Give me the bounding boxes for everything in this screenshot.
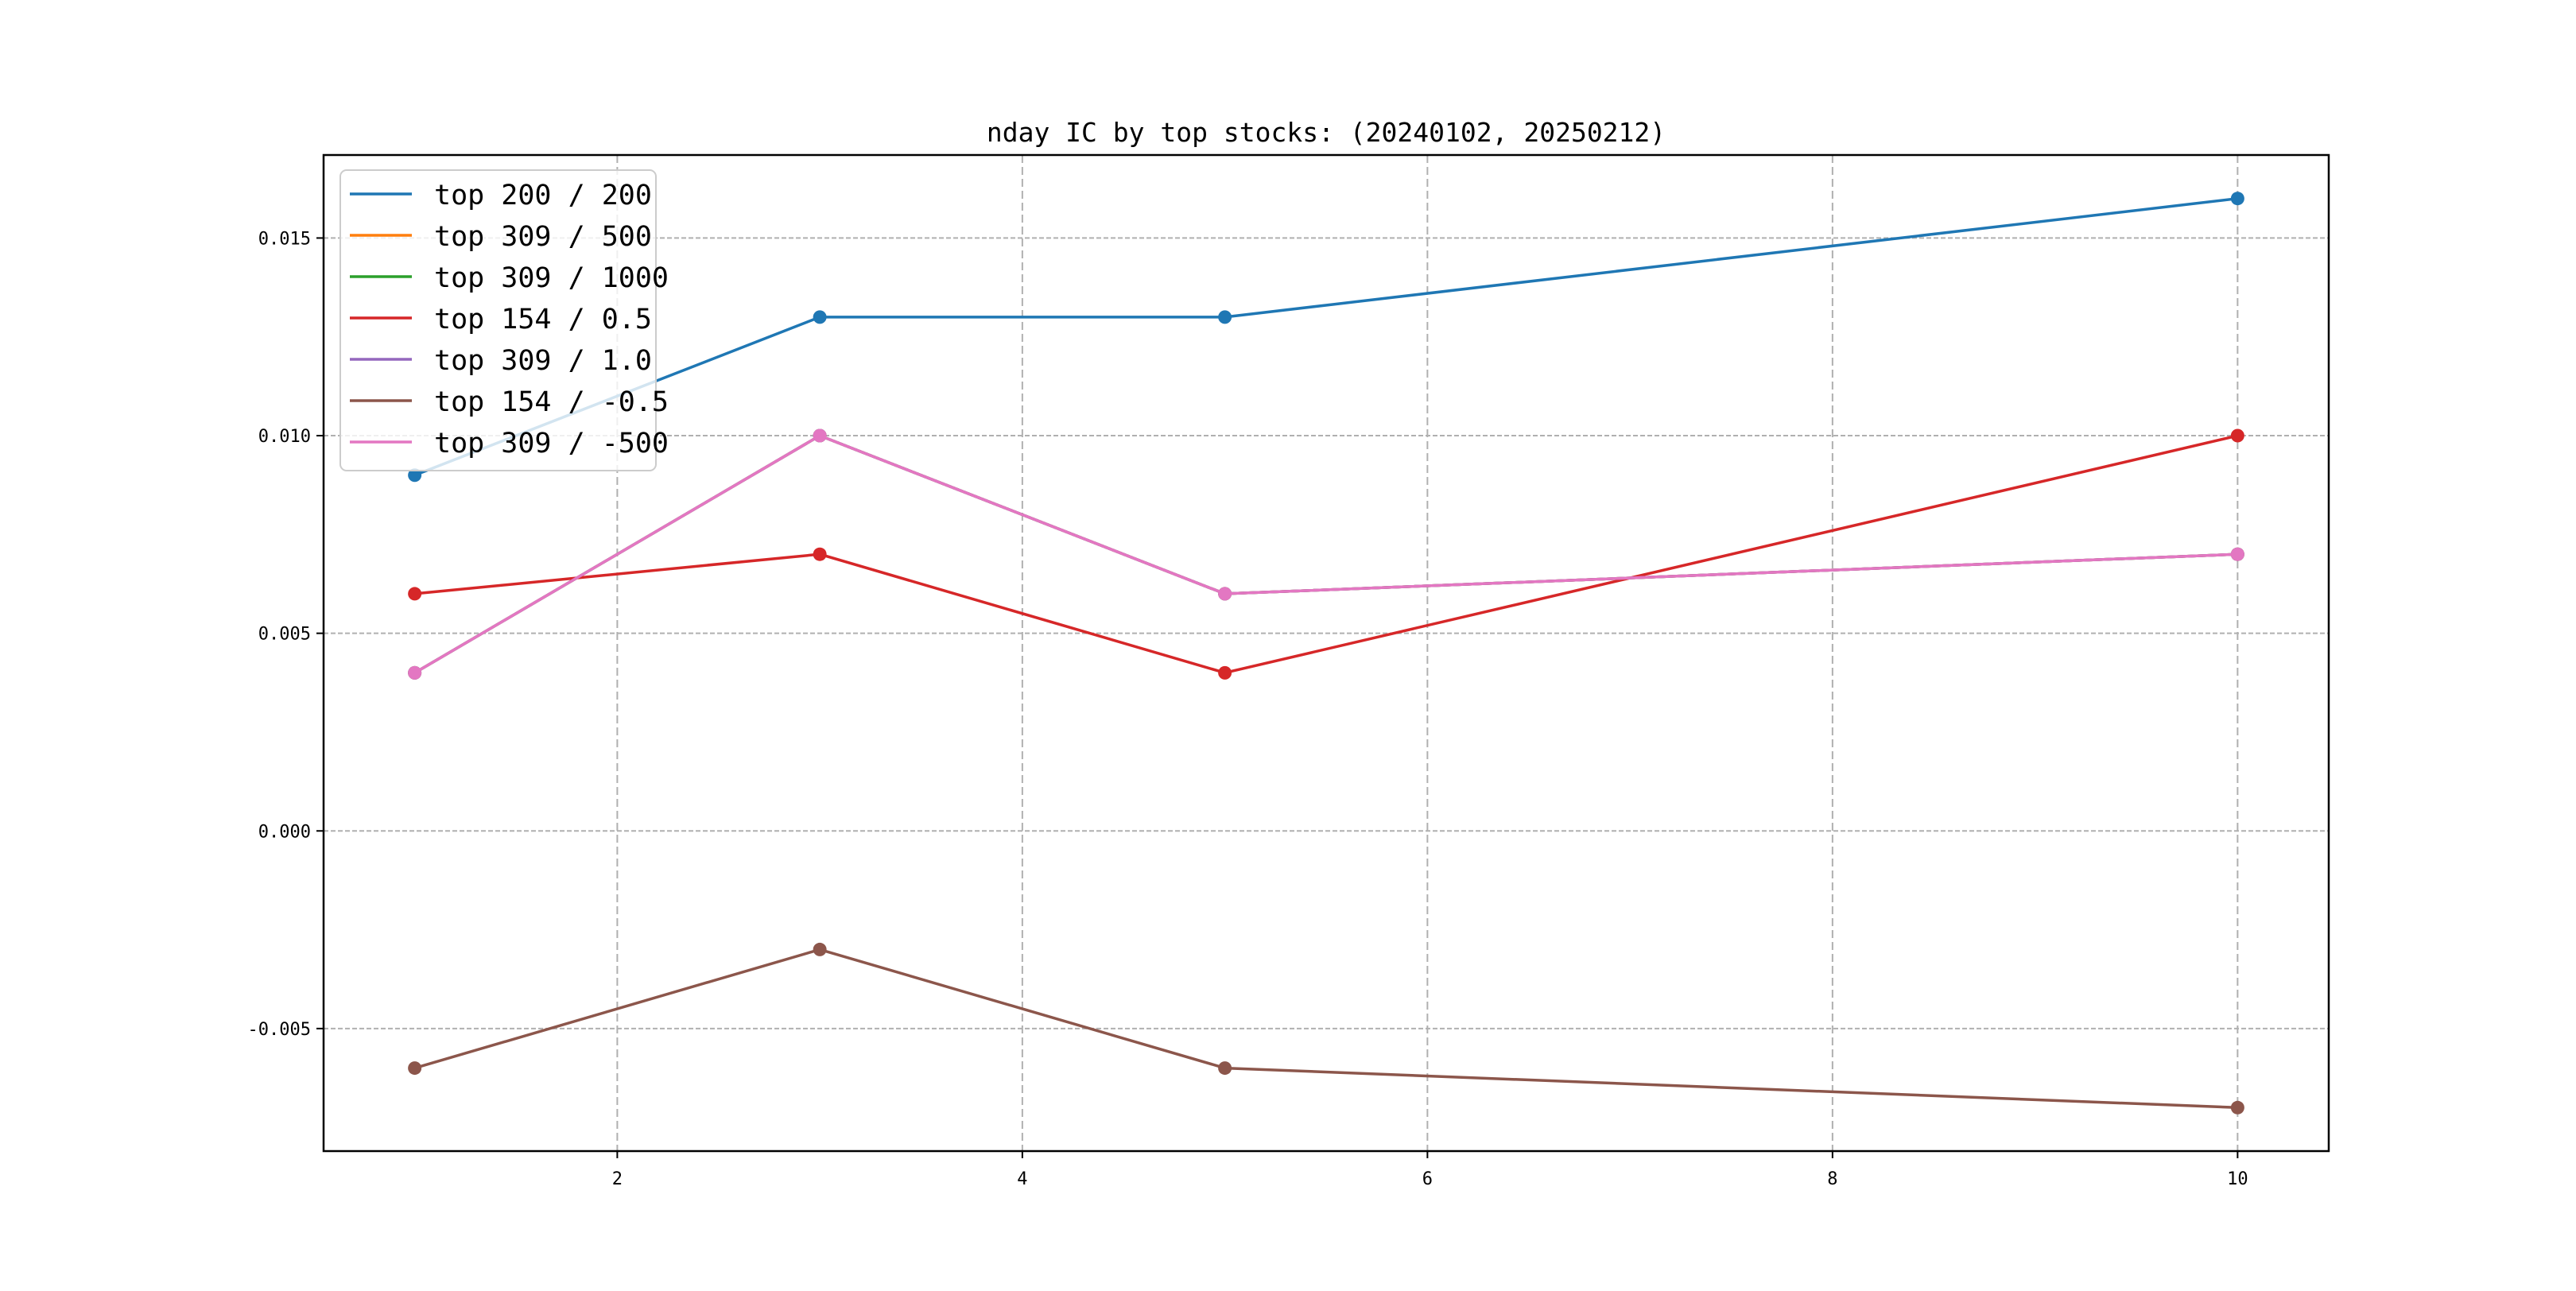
x-tick-label: 4 [1017,1169,1027,1189]
x-tick-label: 8 [1827,1169,1837,1189]
legend-label: top 200 / 200 [434,180,652,211]
y-tick-label: 0.010 [258,427,311,447]
series-line [413,434,2238,674]
x-tick-label: 2 [612,1169,623,1189]
data-point [2230,192,2244,206]
series-1 [408,428,2244,680]
data-point [408,587,422,601]
data-point [1218,1061,1232,1076]
data-point [408,665,422,680]
series-line [413,434,2238,674]
data-point [1218,665,1232,680]
series-5 [408,942,2244,1115]
y-tick-label: 0.015 [258,229,311,249]
y-tick-label: 0.000 [258,822,311,842]
data-point [2230,1100,2244,1115]
data-point [1218,587,1232,601]
series-line [413,196,2238,477]
series-4 [408,428,2244,680]
series-0 [408,192,2244,483]
series-6 [408,428,2244,680]
x-tick-label: 6 [1422,1169,1433,1189]
y-tick-label: -0.005 [248,1020,311,1040]
data-point [813,310,827,324]
series-2 [408,428,2244,680]
data-point [408,1061,422,1076]
legend-label: top 309 / 500 [434,221,652,253]
series-line [414,948,2238,1110]
legend-box [339,169,657,471]
legend: top 200 / 200 top 309 / 500 top 309 / 1000… [339,169,669,471]
data-point [813,942,827,956]
x-tick-label: 10 [2227,1169,2248,1189]
y-tick-label: 0.005 [258,625,311,645]
series-line [413,434,2238,674]
legend-label: top 154 / 0.5 [434,304,652,335]
series-3 [408,428,2244,680]
data-point [813,428,827,443]
axis-ticks: 2 4 6 8 10 -0.005 0.000 0.005 0.010 0.015 [248,229,2248,1189]
legend-label: top 154 / -0.5 [434,386,669,418]
data-point [813,547,827,561]
data-point [408,468,422,483]
data-point [2230,428,2244,443]
legend-label: top 309 / 1000 [434,262,669,294]
series-line [414,434,2238,675]
series-line [413,434,2238,674]
plot-frame [322,153,2330,1153]
data-point [2230,547,2244,561]
legend-label: top 309 / -500 [434,428,669,459]
grid [324,155,2329,1151]
legend-label: top 309 / 1.0 [434,345,652,377]
data-point [1218,310,1232,324]
series-group [408,192,2244,1115]
chart-title: nday IC by top stocks: (20240102, 202502… [987,117,1666,148]
